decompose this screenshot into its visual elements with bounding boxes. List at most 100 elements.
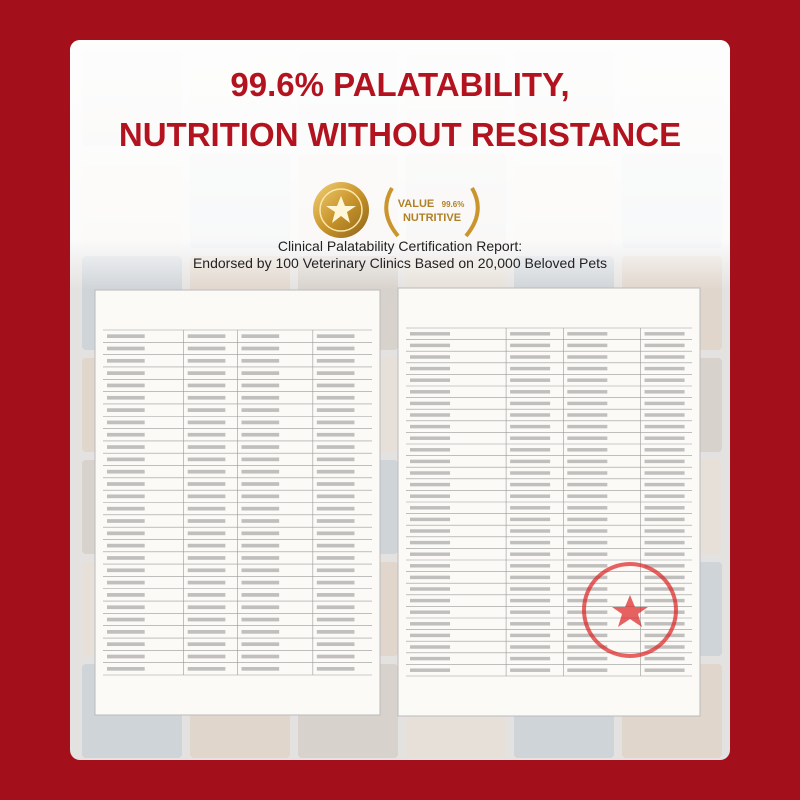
cell-scribble [410, 529, 451, 533]
cell-scribble [410, 598, 451, 603]
cell-scribble [410, 610, 451, 614]
cell-scribble [410, 355, 451, 359]
cell-scribble [410, 343, 451, 348]
cell-scribble [567, 459, 608, 464]
cell-scribble [644, 471, 685, 475]
cell-scribble [187, 666, 226, 671]
cell-scribble [316, 395, 355, 400]
cell-scribble [241, 371, 280, 375]
cell-scribble [510, 506, 551, 510]
cell-scribble [510, 436, 551, 440]
cell-scribble [410, 332, 451, 336]
cell-scribble [241, 383, 280, 388]
cell-scribble [187, 346, 226, 351]
cell-scribble [510, 390, 551, 394]
red-seal [582, 562, 678, 658]
cell-scribble [644, 529, 685, 533]
cell-scribble [567, 517, 608, 522]
cell-scribble [410, 390, 451, 394]
cell-scribble [316, 383, 355, 388]
cell-scribble [241, 334, 280, 339]
cell-scribble [410, 494, 451, 498]
cell-scribble [187, 630, 226, 634]
cell-scribble [567, 540, 608, 545]
cell-scribble [316, 346, 355, 351]
cell-scribble [410, 436, 451, 440]
report-documents [94, 287, 701, 717]
cell-scribble [316, 543, 355, 548]
cell-scribble [107, 630, 145, 634]
cell-scribble [410, 564, 451, 568]
header-panel [70, 40, 730, 290]
cell-scribble [567, 390, 608, 394]
cell-scribble [410, 622, 451, 626]
cell-scribble [567, 494, 608, 498]
cell-scribble [510, 471, 551, 475]
cell-scribble [316, 358, 355, 363]
cell-scribble [241, 469, 280, 474]
cell-scribble [410, 645, 451, 649]
cell-scribble [567, 413, 608, 417]
cell-scribble [316, 605, 355, 610]
cell-scribble [644, 517, 685, 522]
cell-scribble [316, 519, 355, 523]
cell-scribble [187, 593, 226, 597]
cell-scribble [316, 630, 355, 634]
cell-scribble [187, 482, 226, 486]
cell-scribble [567, 668, 608, 672]
cell-scribble [107, 654, 145, 659]
cell-scribble [107, 494, 145, 499]
cell-scribble [567, 471, 608, 475]
cell-scribble [510, 413, 551, 417]
cell-scribble [644, 459, 685, 464]
cell-scribble [567, 656, 608, 661]
cell-scribble [410, 540, 451, 545]
cell-scribble [510, 332, 551, 336]
cell-scribble [410, 459, 451, 464]
cell-scribble [644, 482, 685, 487]
cell-scribble [410, 552, 451, 556]
cell-scribble [107, 531, 145, 536]
cell-scribble [316, 482, 355, 486]
cell-scribble [107, 519, 145, 523]
cell-scribble [241, 617, 280, 622]
cell-scribble [567, 598, 608, 603]
cell-scribble [510, 424, 551, 429]
cell-scribble [410, 517, 451, 522]
cell-scribble [644, 494, 685, 498]
cell-scribble [510, 517, 551, 522]
cell-scribble [241, 531, 280, 536]
cell-scribble [241, 358, 280, 363]
cell-scribble [187, 457, 226, 462]
cell-scribble [187, 432, 226, 437]
cell-scribble [316, 469, 355, 474]
cell-scribble [187, 469, 226, 474]
cell-scribble [567, 633, 608, 638]
badge-top: VALUE [398, 198, 434, 210]
cell-scribble [316, 642, 355, 647]
cell-scribble [510, 552, 551, 556]
cell-scribble [644, 645, 685, 649]
cell-scribble [567, 506, 608, 510]
cell-scribble [644, 332, 685, 336]
cell-scribble [187, 568, 226, 573]
cell-scribble [644, 668, 685, 672]
cell-scribble [316, 617, 355, 622]
cell-scribble [316, 457, 355, 462]
cell-scribble [241, 556, 280, 560]
cell-scribble [107, 506, 145, 511]
cell-scribble [510, 622, 551, 626]
cell-scribble [187, 605, 226, 610]
cell-scribble [410, 424, 451, 429]
cell-scribble [107, 420, 145, 425]
cell-scribble [644, 343, 685, 348]
cell-scribble [510, 598, 551, 603]
cell-scribble [107, 642, 145, 647]
cell-scribble [241, 395, 280, 400]
cell-scribble [510, 575, 551, 580]
cell-scribble [107, 383, 145, 388]
cell-scribble [510, 633, 551, 638]
cell-scribble [241, 580, 280, 585]
cell-scribble [107, 617, 145, 622]
title-line: 99.6% PALATABILITY, [230, 66, 569, 103]
